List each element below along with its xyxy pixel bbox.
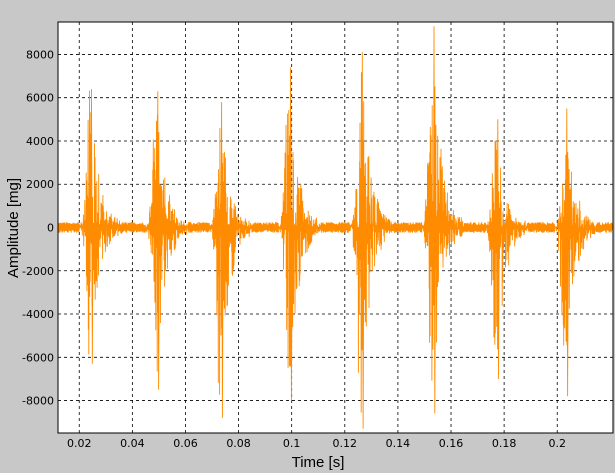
x-tick-label: 0.16 — [439, 437, 464, 450]
y-tick-label: -6000 — [22, 351, 54, 364]
x-tick-label: 0.14 — [386, 437, 411, 450]
series-line — [58, 26, 613, 429]
y-tick-label: 4000 — [26, 135, 54, 148]
x-tick-label: 0.06 — [173, 437, 198, 450]
plot-frame — [57, 21, 614, 434]
y-tick-label: 2000 — [26, 178, 54, 191]
x-tick-labels: 0.02 0.04 0.06 0.08 0.1 0.12 0.14 0.16 0.18 0.2 — [67, 437, 566, 450]
signal-trace — [58, 26, 613, 429]
x-tick-label: 0.18 — [492, 437, 517, 450]
x-axis-label: Time [s] — [292, 454, 345, 471]
x-tick-label: 0.1 — [283, 437, 301, 450]
y-tick-label: -8000 — [22, 395, 54, 408]
x-tick-label: 0.2 — [548, 437, 566, 450]
y-tick-label: -4000 — [22, 308, 54, 321]
x-tick-label: 0.02 — [67, 437, 92, 450]
x-tick-label: 0.04 — [120, 437, 145, 450]
x-tick-label: 0.08 — [226, 437, 251, 450]
y-tick-label: -2000 — [22, 265, 54, 278]
y-tick-label: 8000 — [26, 48, 54, 61]
y-tick-labels: -8000 -6000 -4000 -2000 0 2000 4000 6000 8000 — [22, 48, 54, 407]
y-tick-label: 0 — [47, 222, 54, 235]
y-axis-label: Amplitude [mg] — [5, 178, 22, 278]
x-tick-label: 0.12 — [333, 437, 358, 450]
y-tick-label: 6000 — [26, 92, 54, 105]
